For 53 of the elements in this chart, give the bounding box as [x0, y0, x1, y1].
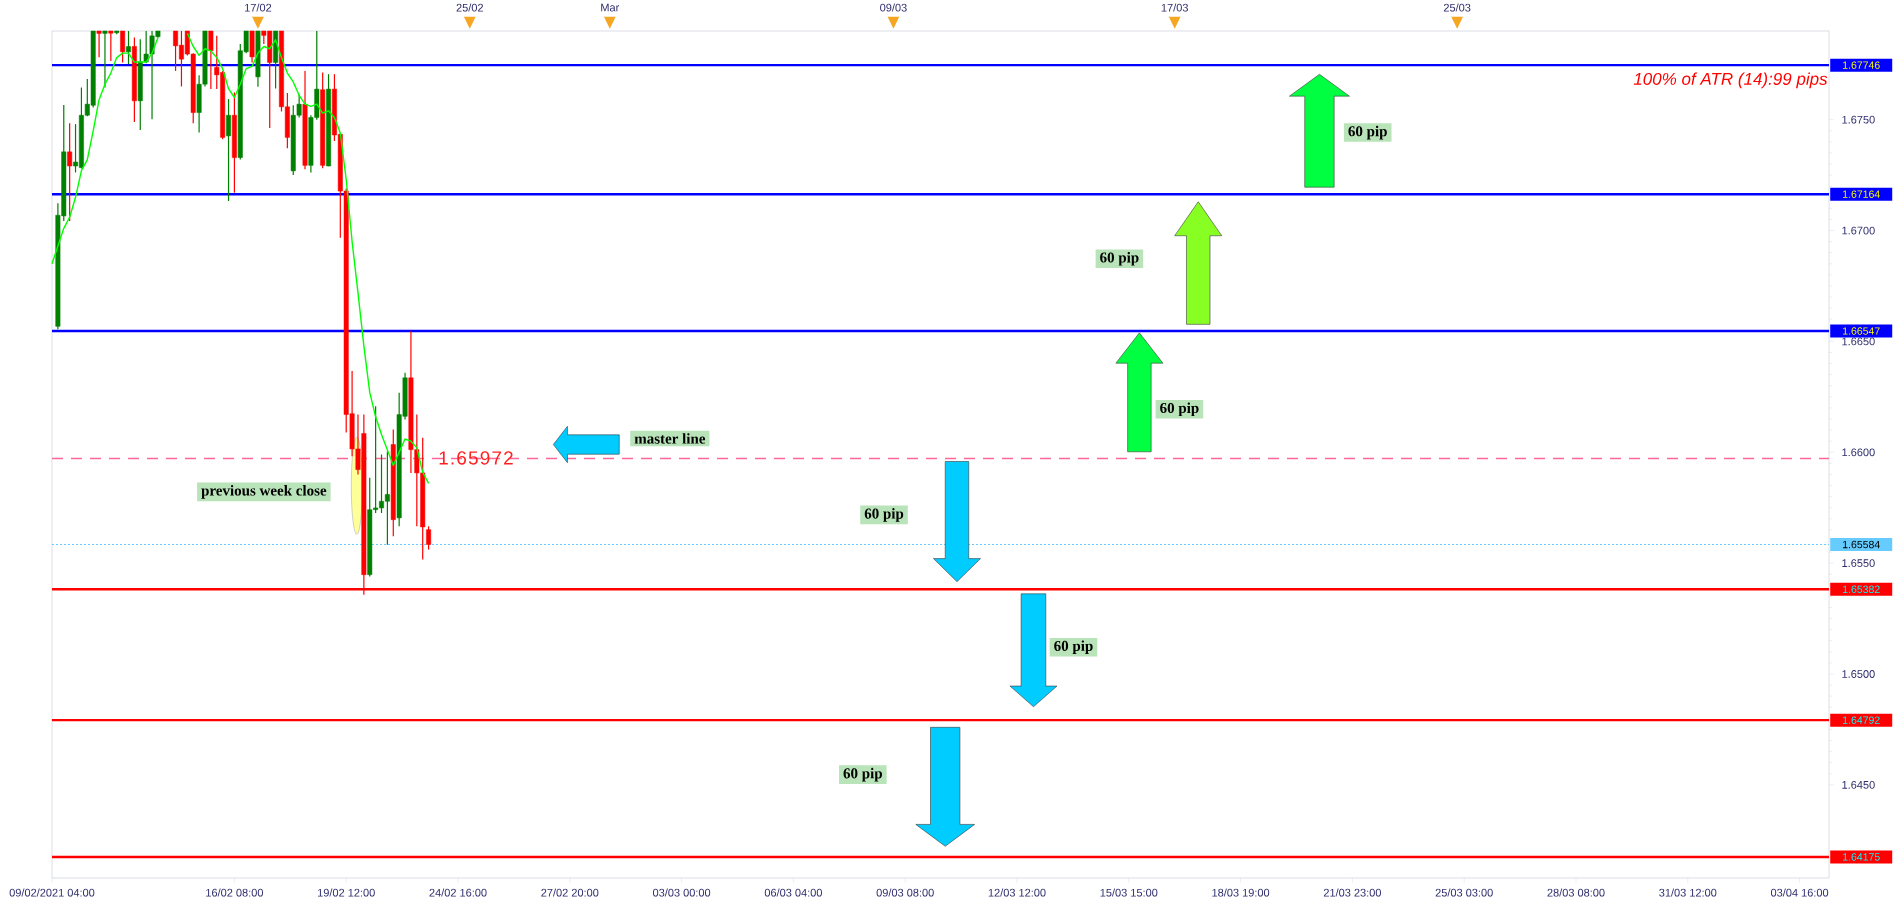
y-tick-label: 1.6700: [1842, 226, 1875, 235]
y-tick-label: 1.6500: [1842, 670, 1875, 678]
y-tick-label: 1.6650: [1842, 337, 1875, 346]
x-tick-label: 09/02/2021 04:00: [9, 888, 95, 897]
text: 17/03: [1161, 3, 1188, 12]
annotation: 60 pip: [1348, 125, 1387, 140]
annotation: 100% of ATR (14):99 pips: [1633, 72, 1828, 89]
annotation: 60 pip: [864, 508, 904, 522]
candlestick: [67, 122, 73, 222]
ref-line-label: 1.67164: [1843, 190, 1880, 198]
x-tick-label: 28/03 08:00: [1547, 888, 1605, 897]
x-tick-label: 03/04 16:00: [1770, 888, 1829, 897]
text: 09/03: [880, 3, 907, 12]
annotation: master line: [634, 433, 706, 444]
x-tick-label: 27/02 20:00: [541, 888, 599, 897]
ref-line-label: 1.66547: [1843, 327, 1880, 335]
x-tick-label: 06/03 04:00: [764, 888, 822, 897]
annotation: 60 pip: [1160, 402, 1199, 417]
ref-line-label: 1.64175: [1843, 853, 1880, 861]
y-tick-label: 1.6600: [1842, 448, 1875, 457]
ref-line-label: 1.65584: [1843, 540, 1880, 549]
x-tick-label: 18/03 19:00: [1212, 888, 1270, 897]
ref-line-label: 1.67746: [1843, 61, 1880, 69]
y-tick-label: 1.6750: [1842, 115, 1875, 124]
text: 25/02: [456, 3, 483, 12]
x-tick-label: 03/03 00:00: [652, 888, 711, 897]
annotation: previous week close: [201, 485, 327, 499]
annotation: 60 pip: [843, 767, 882, 782]
x-tick-label: 21/03 23:00: [1323, 888, 1381, 897]
text: Mar: [601, 3, 620, 12]
candlestick: [102, 30, 108, 89]
ref-line-label: 1.65382: [1843, 585, 1880, 594]
y-tick-label: 1.6550: [1842, 559, 1875, 568]
x-tick-label: 12/03 12:00: [988, 888, 1046, 897]
candlestick: [96, 30, 102, 58]
x-tick-label: 15/03 15:00: [1100, 888, 1158, 897]
text: 25/03: [1443, 3, 1471, 12]
ref-line-label: 1.64792: [1843, 716, 1880, 724]
candlestick: [137, 38, 143, 131]
x-tick-label: 19/02 12:00: [317, 888, 375, 897]
x-tick-label: 25/03 03:00: [1435, 888, 1493, 897]
text: 17/02: [245, 3, 272, 12]
candlestick: [390, 428, 396, 537]
annotation: 60 pip: [1054, 640, 1093, 655]
candlestick: [320, 71, 326, 169]
x-tick-label: 16/02 08:00: [206, 888, 264, 897]
annotation: 60 pip: [1100, 252, 1139, 266]
candlestick: [108, 30, 114, 62]
ref-line-label: 1.65972: [439, 451, 513, 465]
x-tick-label: 31/03 12:00: [1659, 888, 1717, 897]
x-tick-label: 09/03 08:00: [876, 888, 934, 897]
x-tick-label: 24/02 16:00: [429, 888, 487, 897]
y-tick-label: 1.6450: [1842, 780, 1875, 789]
